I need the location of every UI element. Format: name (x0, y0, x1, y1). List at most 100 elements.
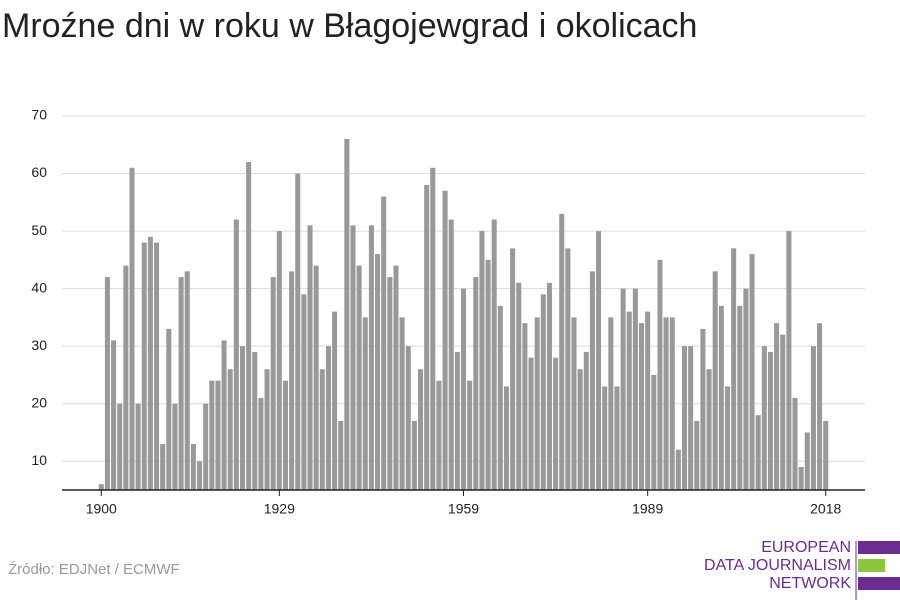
bar (712, 271, 718, 490)
bar (276, 231, 282, 491)
bar (467, 380, 473, 490)
bar (436, 380, 442, 490)
bar (737, 305, 743, 490)
logo-text: EUROPEAN (761, 539, 851, 556)
bar (669, 317, 675, 490)
bar (516, 282, 522, 490)
bar (761, 346, 767, 490)
bar (424, 185, 430, 491)
bar (540, 294, 546, 490)
y-tick-label: 60 (31, 164, 47, 180)
bar (270, 277, 276, 490)
bar (338, 420, 344, 490)
bar (454, 351, 460, 490)
bar (473, 277, 479, 490)
bar (596, 231, 602, 491)
bar (387, 277, 393, 490)
bar (718, 305, 724, 490)
bar (264, 369, 270, 490)
bar (350, 225, 356, 491)
bar (135, 403, 141, 490)
bar (221, 340, 227, 490)
bar (522, 323, 528, 490)
bar (651, 374, 657, 490)
bar (743, 288, 749, 490)
bar (356, 265, 362, 490)
bar (313, 265, 319, 490)
bar (626, 311, 632, 490)
bar (147, 236, 153, 490)
bar (620, 288, 626, 490)
bar (319, 369, 325, 490)
bar (154, 242, 160, 490)
bar (209, 380, 215, 490)
bar (184, 271, 190, 490)
bar (442, 190, 448, 491)
bar (239, 346, 246, 490)
y-tick-label: 50 (31, 222, 47, 238)
bar (583, 351, 589, 490)
bar (375, 254, 381, 490)
bar (411, 420, 417, 490)
chart-title: Mroźne dni w roku w Błagojewgrad i okoli… (2, 7, 697, 45)
bar (98, 484, 104, 490)
bar (798, 466, 804, 490)
bar (823, 420, 829, 490)
bar (430, 167, 436, 491)
bar (767, 351, 773, 490)
x-tick-label: 1989 (632, 501, 663, 517)
bar (166, 328, 172, 490)
bar (172, 403, 178, 490)
bar (190, 443, 196, 490)
bar (295, 173, 301, 491)
bar (565, 248, 571, 490)
bar (491, 219, 497, 491)
bar (589, 271, 595, 490)
bar (258, 397, 264, 490)
bar (681, 346, 688, 490)
bar (325, 346, 331, 490)
bar (497, 305, 503, 490)
bar (160, 443, 166, 490)
bar (577, 369, 583, 490)
bar (344, 139, 350, 490)
bar (460, 288, 467, 490)
bar (780, 334, 786, 490)
bar (196, 461, 203, 490)
bar (233, 219, 239, 491)
bar (688, 346, 694, 490)
x-tick-label: 1900 (86, 501, 117, 517)
bar (804, 432, 810, 490)
bar (485, 259, 491, 490)
bar (774, 323, 780, 490)
bar (724, 386, 731, 490)
bar (749, 254, 755, 490)
source: Źródło: EDJNet / ECMWF (8, 561, 180, 578)
bar (608, 317, 614, 490)
bar (368, 225, 374, 491)
bar (479, 231, 485, 491)
x-tick-label: 2018 (810, 501, 841, 517)
logo-text: NETWORK (769, 575, 851, 592)
bar (700, 328, 706, 490)
bar (307, 225, 313, 491)
bar (639, 323, 645, 490)
bar (418, 369, 424, 490)
bar (381, 196, 387, 491)
bar (675, 449, 681, 490)
bar (546, 282, 552, 490)
bar (246, 162, 252, 490)
bar (301, 294, 307, 490)
bar (786, 231, 792, 491)
logo-bar (858, 559, 885, 572)
bar (792, 397, 798, 490)
bar (571, 317, 577, 490)
logo-text: DATA JOURNALISM (704, 557, 851, 574)
bar (362, 317, 368, 490)
bar (289, 271, 295, 490)
bar (706, 369, 712, 490)
bar (810, 346, 816, 490)
bar (123, 265, 129, 490)
bar (111, 340, 117, 490)
